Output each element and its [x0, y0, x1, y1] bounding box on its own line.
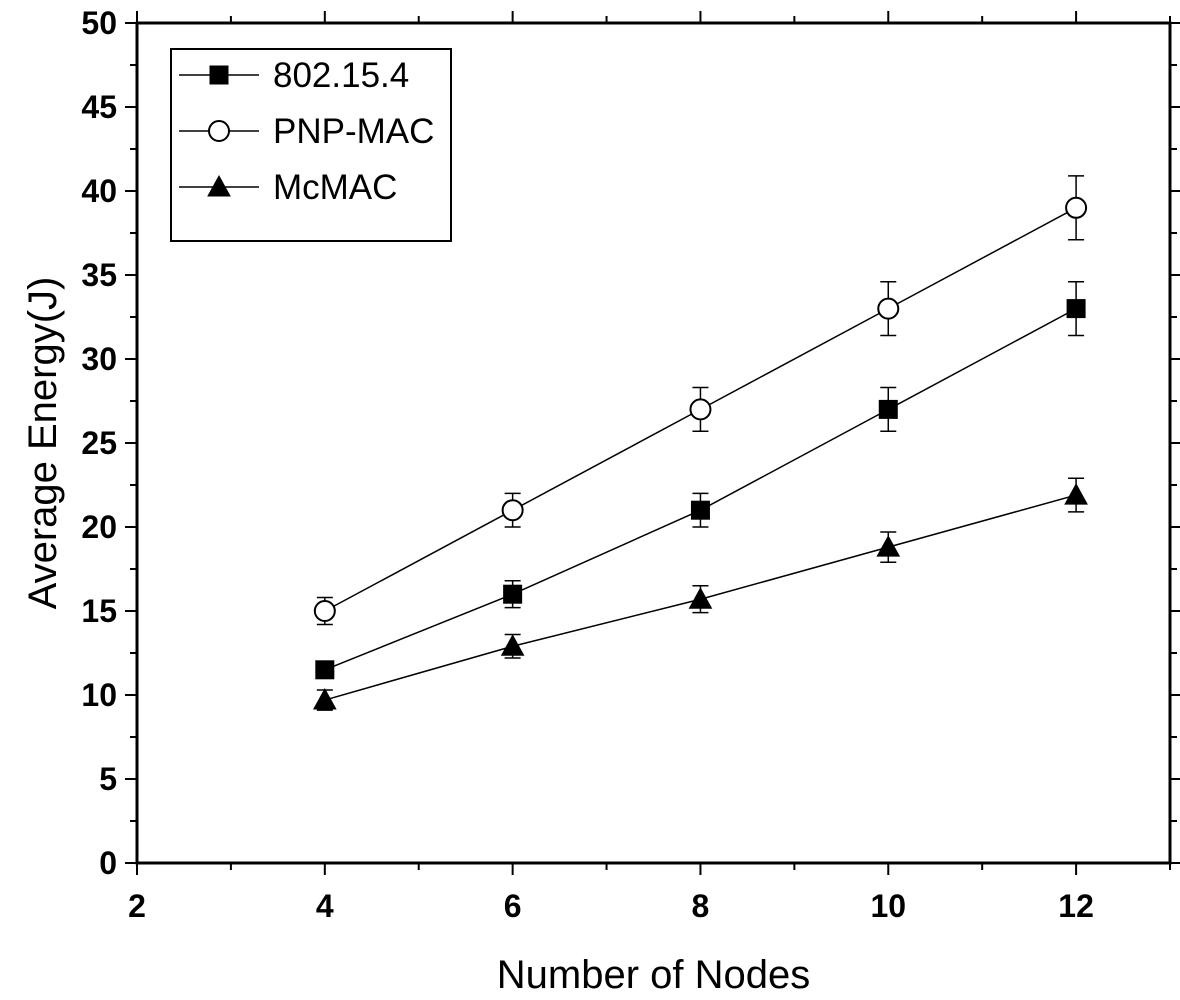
x-tick-label: 12	[1058, 888, 1094, 924]
legend-label: McMAC	[273, 168, 397, 207]
data-point	[1064, 483, 1088, 505]
y-tick-label: 45	[81, 89, 117, 125]
series-McMAC	[312, 477, 1088, 711]
x-tick-label: 4	[316, 888, 334, 924]
legend-label: PNP-MAC	[273, 112, 434, 151]
data-point	[690, 500, 710, 520]
y-tick-label: 50	[81, 5, 117, 41]
legend-marker	[208, 120, 230, 142]
plot-frame	[135, 21, 1172, 865]
data-point	[503, 584, 523, 604]
data-point	[688, 587, 713, 609]
y-tick-label: 15	[81, 593, 117, 629]
y-tick-label: 10	[81, 677, 117, 713]
legend: 802.15.4 PNP-MAC McMAC	[170, 48, 452, 242]
data-point	[313, 600, 336, 622]
x-tick-label: 8	[692, 888, 710, 924]
data-point	[878, 399, 898, 419]
data-point	[1065, 196, 1088, 219]
x-axis-title: Number of Nodes	[497, 953, 810, 997]
y-tick-label: 20	[81, 509, 117, 545]
series-PNP-MAC	[313, 175, 1088, 626]
series-line	[324, 307, 1077, 671]
data-point	[312, 688, 337, 710]
legend-label: 802.15.4	[273, 56, 409, 95]
y-tick-label: 30	[81, 341, 117, 377]
data-point	[877, 297, 900, 320]
y-tick-label: 5	[99, 761, 117, 797]
data-point	[315, 660, 335, 680]
y-tick-label: 25	[81, 425, 117, 461]
x-tick-label: 2	[128, 888, 146, 924]
data-point	[1066, 299, 1086, 319]
y-axis-title: Average Energy(J)	[21, 277, 65, 610]
tick-labels: 2 4 6 8 10 12 0 5 10 15 20 25 30 35 40 45 50	[81, 5, 1093, 924]
legend-marker	[209, 65, 229, 85]
y-tick-label: 0	[99, 845, 117, 881]
legend-marker	[207, 174, 231, 197]
data-point	[876, 535, 901, 557]
data-point	[501, 499, 524, 522]
data-point	[500, 634, 525, 656]
x-tick-label: 10	[870, 888, 906, 924]
series-layer	[312, 175, 1088, 711]
y-tick-label: 40	[81, 173, 117, 209]
x-tick-label: 6	[504, 888, 522, 924]
y-tick-label: 35	[81, 257, 117, 293]
data-point	[689, 398, 712, 421]
series-802.15.4	[315, 280, 1086, 680]
